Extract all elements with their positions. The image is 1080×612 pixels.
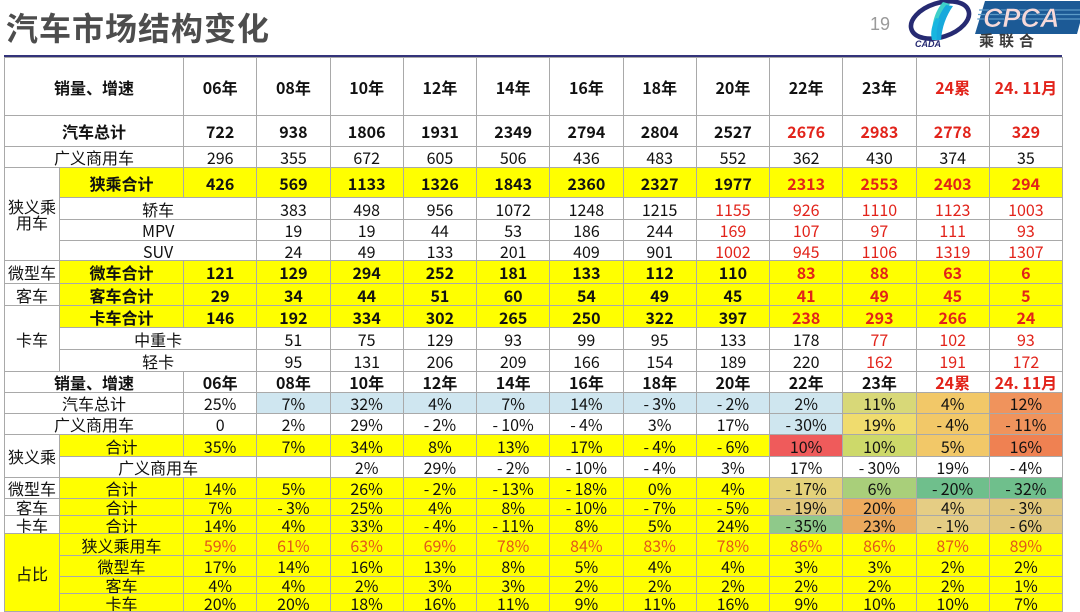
svg-text:CADA: CADA — [915, 39, 941, 48]
svg-text:乘联合: 乘联合 — [979, 30, 1039, 48]
svg-text:CPCA: CPCA — [983, 3, 1060, 33]
